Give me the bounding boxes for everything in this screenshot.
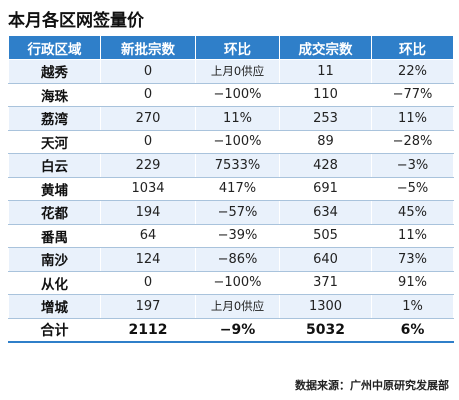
transactions-mom-cell: −3% (371, 153, 454, 178)
total-label: 合计 (8, 317, 101, 343)
district-cell: 花都 (8, 200, 101, 225)
table-row: 增城 197 上月0供应 1300 1% (8, 294, 454, 319)
table-row: 南沙 124 −86% 640 73% (8, 247, 454, 272)
district-cell: 荔湾 (8, 106, 101, 131)
district-sales-table: 行政区域 新批宗数 环比 成交宗数 环比 越秀 0 上月0供应 11 22% 海… (8, 35, 454, 343)
new-approved-cell: 194 (100, 200, 196, 225)
new-approved-cell: 0 (100, 271, 196, 295)
district-cell: 黄埔 (8, 177, 101, 201)
district-cell: 番禺 (8, 224, 101, 248)
transactions-cell: 634 (279, 200, 372, 225)
total-transactions-mom: 6% (371, 317, 454, 343)
district-cell: 越秀 (8, 59, 101, 84)
new-approved-mom-cell: −100% (195, 83, 280, 107)
table-row: 黄埔 1034 417% 691 −5% (8, 177, 454, 201)
new-approved-cell: 0 (100, 83, 196, 107)
district-cell: 增城 (8, 294, 101, 319)
district-cell: 海珠 (8, 83, 101, 107)
transactions-mom-cell: 11% (371, 106, 454, 131)
new-approved-cell: 64 (100, 224, 196, 248)
header-new-approved: 新批宗数 (100, 35, 196, 60)
total-transactions: 5032 (279, 317, 372, 343)
transactions-cell: 691 (279, 177, 372, 201)
district-cell: 白云 (8, 153, 101, 178)
table-row: 番禺 64 −39% 505 11% (8, 224, 454, 248)
new-approved-cell: 270 (100, 106, 196, 131)
new-approved-mom-cell: −86% (195, 247, 280, 272)
transactions-cell: 428 (279, 153, 372, 178)
data-table-wrapper: 行政区域 新批宗数 环比 成交宗数 环比 越秀 0 上月0供应 11 22% 海… (8, 35, 454, 343)
transactions-mom-cell: 91% (371, 271, 454, 295)
district-cell: 南沙 (8, 247, 101, 272)
new-approved-cell: 197 (100, 294, 196, 319)
new-approved-cell: 124 (100, 247, 196, 272)
transactions-cell: 110 (279, 83, 372, 107)
table-row: 花都 194 −57% 634 45% (8, 200, 454, 225)
page-title: 本月各区网签量价 (8, 11, 144, 31)
new-approved-mom-cell: 417% (195, 177, 280, 201)
data-source-note: 数据来源：广州中原研究发展部 (295, 379, 449, 392)
new-approved-mom-cell: −39% (195, 224, 280, 248)
district-cell: 从化 (8, 271, 101, 295)
new-approved-cell: 1034 (100, 177, 196, 201)
table-row: 天河 0 −100% 89 −28% (8, 130, 454, 154)
table-row: 海珠 0 −100% 110 −77% (8, 83, 454, 107)
header-district: 行政区域 (8, 35, 101, 60)
table-row: 从化 0 −100% 371 91% (8, 271, 454, 295)
new-approved-mom-cell: 7533% (195, 153, 280, 178)
header-new-approved-mom: 环比 (195, 35, 280, 60)
new-approved-mom-cell: 11% (195, 106, 280, 131)
header-transactions: 成交宗数 (279, 35, 372, 60)
transactions-cell: 1300 (279, 294, 372, 319)
district-cell: 天河 (8, 130, 101, 154)
transactions-cell: 89 (279, 130, 372, 154)
total-new-approved-mom: −9% (195, 317, 280, 343)
new-approved-mom-cell: −100% (195, 271, 280, 295)
transactions-mom-cell: 11% (371, 224, 454, 248)
header-row: 行政区域 新批宗数 环比 成交宗数 环比 (8, 35, 454, 60)
transactions-mom-cell: −28% (371, 130, 454, 154)
table-row: 荔湾 270 11% 253 11% (8, 106, 454, 131)
transactions-mom-cell: 45% (371, 200, 454, 225)
transactions-mom-cell: −5% (371, 177, 454, 201)
transactions-cell: 505 (279, 224, 372, 248)
new-approved-mom-cell: 上月0供应 (195, 59, 280, 84)
total-new-approved: 2112 (100, 317, 196, 343)
transactions-mom-cell: 73% (371, 247, 454, 272)
header-transactions-mom: 环比 (371, 35, 454, 60)
new-approved-mom-cell: −100% (195, 130, 280, 154)
transactions-cell: 11 (279, 59, 372, 84)
transactions-cell: 371 (279, 271, 372, 295)
transactions-cell: 640 (279, 247, 372, 272)
total-row: 合计 2112 −9% 5032 6% (8, 317, 454, 343)
new-approved-cell: 0 (100, 130, 196, 154)
transactions-mom-cell: 1% (371, 294, 454, 319)
new-approved-cell: 229 (100, 153, 196, 178)
new-approved-mom-cell: −57% (195, 200, 280, 225)
transactions-cell: 253 (279, 106, 372, 131)
new-approved-mom-cell: 上月0供应 (195, 294, 280, 319)
new-approved-cell: 0 (100, 59, 196, 84)
table-row: 白云 229 7533% 428 −3% (8, 153, 454, 178)
table-row: 越秀 0 上月0供应 11 22% (8, 59, 454, 84)
transactions-mom-cell: −77% (371, 83, 454, 107)
transactions-mom-cell: 22% (371, 59, 454, 84)
